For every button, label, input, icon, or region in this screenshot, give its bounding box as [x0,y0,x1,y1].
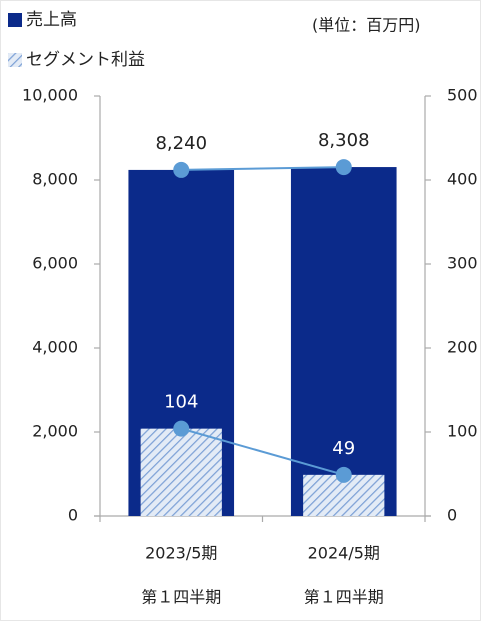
x-tick-label: 2023/5期 [145,544,217,563]
y-tick-label: 0 [68,506,78,525]
connector-line [180,427,345,476]
legend-swatch [8,13,22,27]
data-label: 8,240 [155,133,207,154]
unit-note: (単位：百万円) [312,16,421,35]
y2-tick-label: 0 [447,506,457,525]
y2-tick-label: 400 [447,170,478,189]
y-tick-label: 10,000 [22,86,78,105]
data-label: 104 [164,392,198,413]
legend-label: 売上高 [26,10,77,30]
x-tick-label: 第１四半期 [304,588,384,607]
y2-tick-label: 200 [447,338,478,357]
bar [290,167,397,516]
y-tick-label: 8,000 [32,170,78,189]
marker [173,161,190,178]
hatched-bar [140,428,222,516]
data-label: 8,308 [318,130,370,151]
connector-line [181,166,344,171]
marker [335,159,352,176]
x-tick-label: 第１四半期 [141,588,221,607]
marker [335,466,352,483]
legend-label: セグメント利益 [26,50,145,70]
x-tick-label: 2024/5期 [308,544,380,563]
y-tick-label: 2,000 [32,422,78,441]
y-tick-label: 6,000 [32,254,78,273]
y2-tick-label: 300 [447,254,478,273]
data-label: 49 [332,438,355,459]
y-tick-label: 4,000 [32,338,78,357]
marker [173,420,190,437]
y2-tick-label: 500 [447,86,478,105]
legend-swatch [8,53,22,67]
y2-tick-label: 100 [447,422,478,441]
